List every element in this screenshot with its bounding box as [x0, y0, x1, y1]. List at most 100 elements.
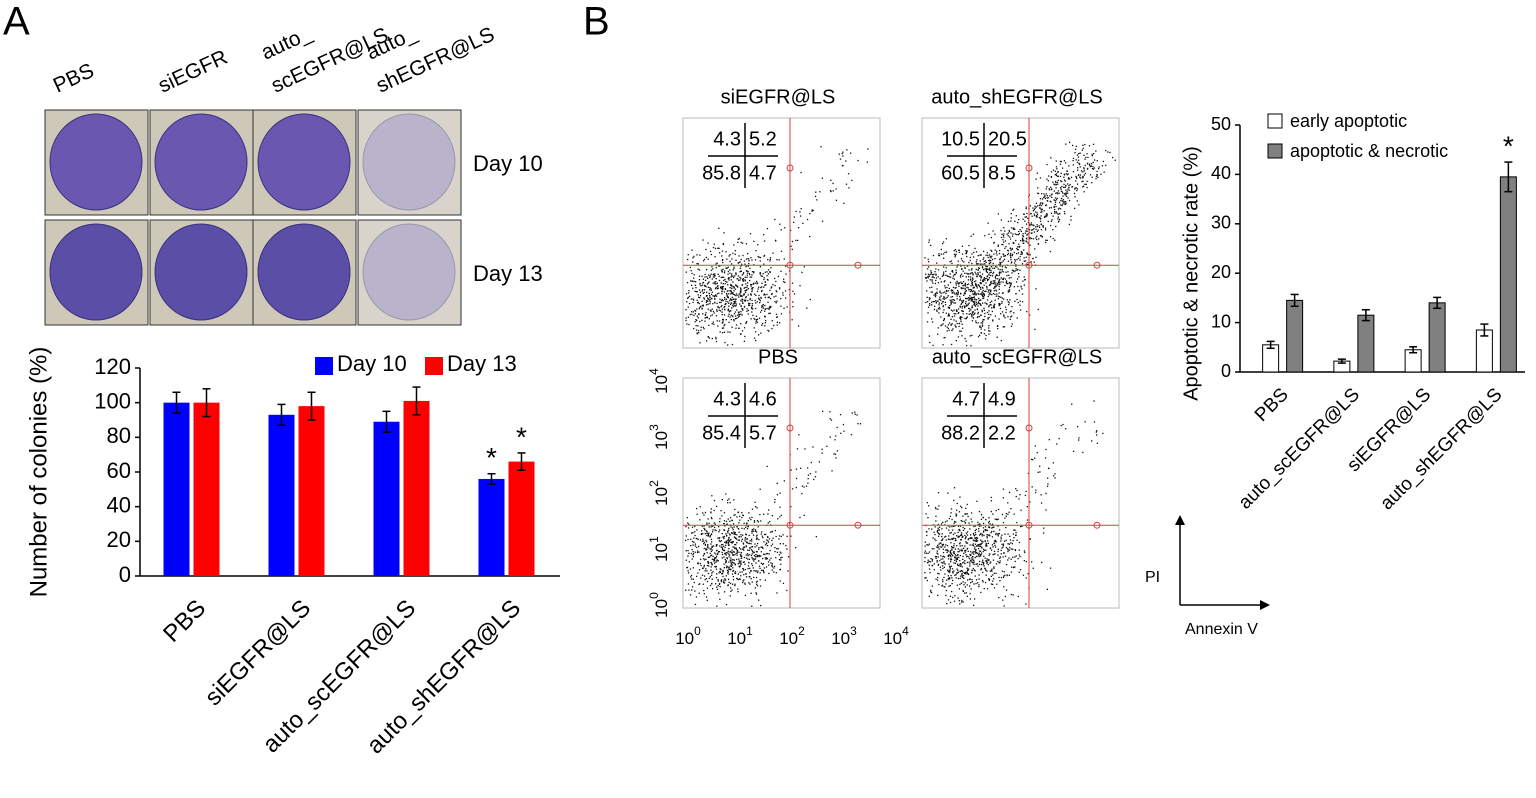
event-dot: [1004, 266, 1007, 268]
arrow-head: [1260, 600, 1270, 610]
event-dot: [769, 549, 771, 552]
event-dot: [765, 533, 767, 536]
event-dot: [1031, 561, 1033, 563]
event-dot: [730, 302, 732, 304]
event-dot: [746, 538, 748, 540]
event-dot: [776, 321, 778, 323]
event-dot: [1026, 233, 1028, 235]
event-dot: [984, 581, 987, 584]
event-dot: [982, 516, 984, 519]
event-dot: [747, 282, 749, 284]
event-dot: [975, 555, 978, 558]
event-dot: [985, 334, 987, 337]
event-dot: [729, 520, 731, 522]
event-dot: [998, 272, 1000, 274]
event-dot: [1037, 187, 1039, 189]
event-dot: [954, 595, 956, 597]
event-dot: [755, 331, 757, 333]
event-dot: [1055, 173, 1058, 175]
event-dot: [988, 578, 990, 580]
quadrant-value: 2.2: [988, 422, 1016, 444]
gate-handle: [786, 164, 794, 172]
event-dot: [829, 436, 831, 438]
event-dot: [939, 542, 942, 544]
event-dot: [961, 316, 963, 318]
event-dot: [722, 321, 724, 323]
event-dot: [721, 308, 724, 310]
event-dot: [710, 548, 712, 550]
event-dot: [1045, 193, 1047, 195]
event-dot: [712, 525, 714, 527]
event-dot: [703, 559, 706, 561]
event-dot: [699, 519, 701, 521]
event-dot: [796, 448, 799, 450]
event-dot: [973, 300, 975, 303]
event-dot: [989, 262, 992, 264]
event-dot: [1024, 216, 1026, 218]
event-dot: [1061, 180, 1063, 183]
event-dot: [729, 565, 731, 567]
event-dot: [1046, 213, 1048, 215]
event-dot: [937, 308, 940, 310]
event-dot: [1082, 451, 1084, 454]
event-dot: [977, 582, 979, 584]
event-dot: [724, 298, 726, 300]
event-dot: [1096, 434, 1098, 436]
bar: [478, 478, 505, 576]
event-dot: [974, 537, 976, 540]
event-dot: [1029, 205, 1031, 207]
event-dot: [992, 262, 994, 265]
event-dot: [1000, 296, 1002, 298]
event-dot: [692, 551, 694, 553]
event-dot: [737, 539, 739, 541]
event-dot: [730, 561, 732, 563]
event-dot: [709, 275, 711, 277]
event-dot: [728, 551, 730, 553]
event-dot: [930, 591, 932, 593]
event-dot: [1015, 239, 1017, 242]
event-dot: [941, 546, 943, 548]
event-dot: [964, 293, 966, 295]
event-dot: [980, 554, 982, 556]
event-dot: [687, 522, 689, 524]
event-dot: [1078, 204, 1080, 206]
event-dot: [743, 293, 745, 295]
event-dot: [1084, 143, 1086, 146]
event-dot: [736, 516, 738, 518]
event-dot: [715, 267, 717, 269]
event-dot: [1054, 197, 1057, 199]
event-dot: [968, 557, 971, 560]
event-dot: [750, 570, 752, 572]
event-dot: [1020, 525, 1022, 528]
tick-exp: 0: [647, 592, 661, 599]
event-dot: [748, 517, 751, 519]
event-dot: [948, 585, 950, 587]
event-dot: [951, 577, 953, 579]
event-dot: [713, 560, 715, 562]
event-dot: [935, 555, 938, 558]
event-dot: [756, 318, 759, 320]
event-dot: [972, 299, 974, 301]
event-dot: [697, 268, 699, 270]
event-dot: [758, 298, 761, 301]
event-dot: [1027, 254, 1029, 256]
event-dot: [709, 535, 712, 537]
event-dot: [724, 323, 726, 326]
event-dot: [949, 515, 952, 517]
event-dot: [985, 282, 987, 284]
event-dot: [722, 283, 724, 285]
event-dot: [1042, 224, 1044, 227]
event-dot: [740, 536, 742, 538]
event-dot: [1038, 226, 1041, 229]
event-dot: [727, 542, 730, 545]
event-dot: [745, 296, 747, 298]
event-dot: [993, 587, 996, 589]
event-dot: [1093, 421, 1096, 423]
event-dot: [979, 299, 981, 301]
event-dot: [843, 202, 845, 204]
quadrant-value: 4.7: [749, 162, 777, 184]
event-dot: [950, 552, 952, 554]
event-dot: [755, 581, 758, 583]
event-dot: [1054, 170, 1056, 172]
event-dot: [928, 275, 930, 277]
